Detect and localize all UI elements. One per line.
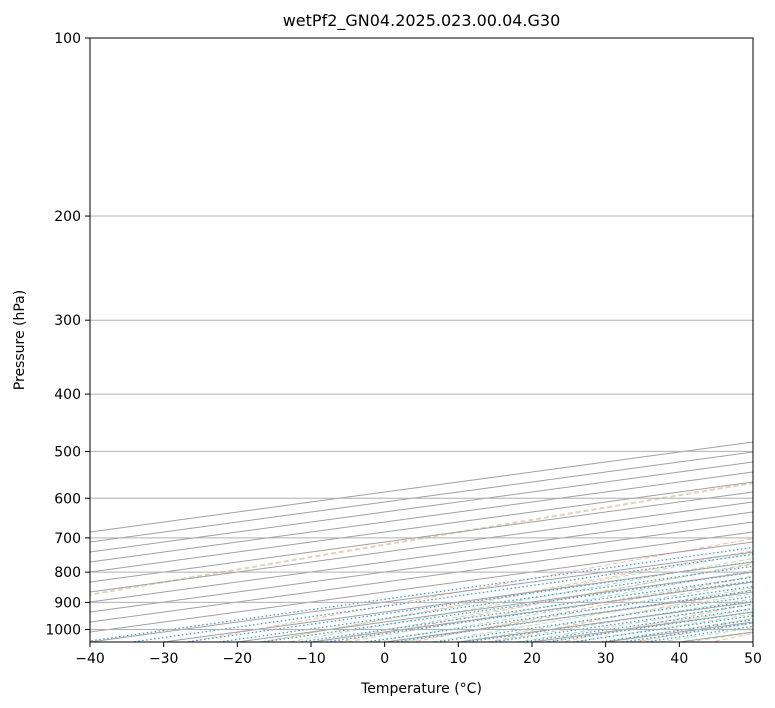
moist-adiabat-line xyxy=(456,592,753,642)
isotherm-line xyxy=(90,491,753,583)
moist-adiabat-line xyxy=(428,587,753,642)
isotherm-line xyxy=(90,511,753,603)
mixing-ratio-line xyxy=(467,600,753,642)
x-tick-label: −30 xyxy=(149,651,179,667)
y-tick-label: 600 xyxy=(54,491,81,507)
x-tick-label: 0 xyxy=(380,651,389,667)
x-axis-label: Temperature (°C) xyxy=(360,681,482,697)
mixing-ratio-line xyxy=(262,571,753,642)
y-tick-label: 1000 xyxy=(45,622,81,638)
moist-adiabat-line xyxy=(257,552,753,642)
dry-adiabats xyxy=(90,481,753,642)
x-tick-label: −40 xyxy=(75,651,105,667)
y-axis-label: Pressure (hPa) xyxy=(12,290,28,390)
y-tick-label: 100 xyxy=(54,31,81,47)
y-tick-label: 900 xyxy=(54,595,81,611)
x-tick-label: −20 xyxy=(223,651,253,667)
y-tick-label: 700 xyxy=(54,531,81,547)
mixing-ratio-line xyxy=(131,553,753,642)
skewed-isotherms xyxy=(90,441,753,642)
isotherm-line xyxy=(90,501,753,593)
x-tick-label: 50 xyxy=(744,651,762,667)
isotherm-line xyxy=(90,521,753,613)
isotherm-line xyxy=(90,481,753,573)
dry-adiabat-line xyxy=(90,481,753,596)
mixing-ratio-line xyxy=(522,607,753,642)
x-tick-label: −10 xyxy=(296,651,326,667)
isotherm-line xyxy=(90,451,753,543)
x-tick-label: 30 xyxy=(597,651,615,667)
isotherm-line xyxy=(90,531,753,623)
y-tick-label: 200 xyxy=(54,209,81,225)
x-tick-label: 10 xyxy=(449,651,467,667)
plot-frame xyxy=(89,37,754,643)
y-tick-label: 400 xyxy=(54,387,81,403)
y-tick-label: 800 xyxy=(54,565,81,581)
x-tick-label: 40 xyxy=(670,651,688,667)
isotherm-line xyxy=(90,461,753,553)
y-tick-label: 300 xyxy=(54,313,81,329)
chart-title: wetPf2_GN04.2025.023.00.04.G30 xyxy=(283,11,561,31)
isotherm-line xyxy=(90,471,753,563)
y-tick-label: 500 xyxy=(54,444,81,460)
x-tick-label: 20 xyxy=(523,651,541,667)
isobars xyxy=(90,38,753,630)
moist-adiabat-line xyxy=(314,563,753,642)
